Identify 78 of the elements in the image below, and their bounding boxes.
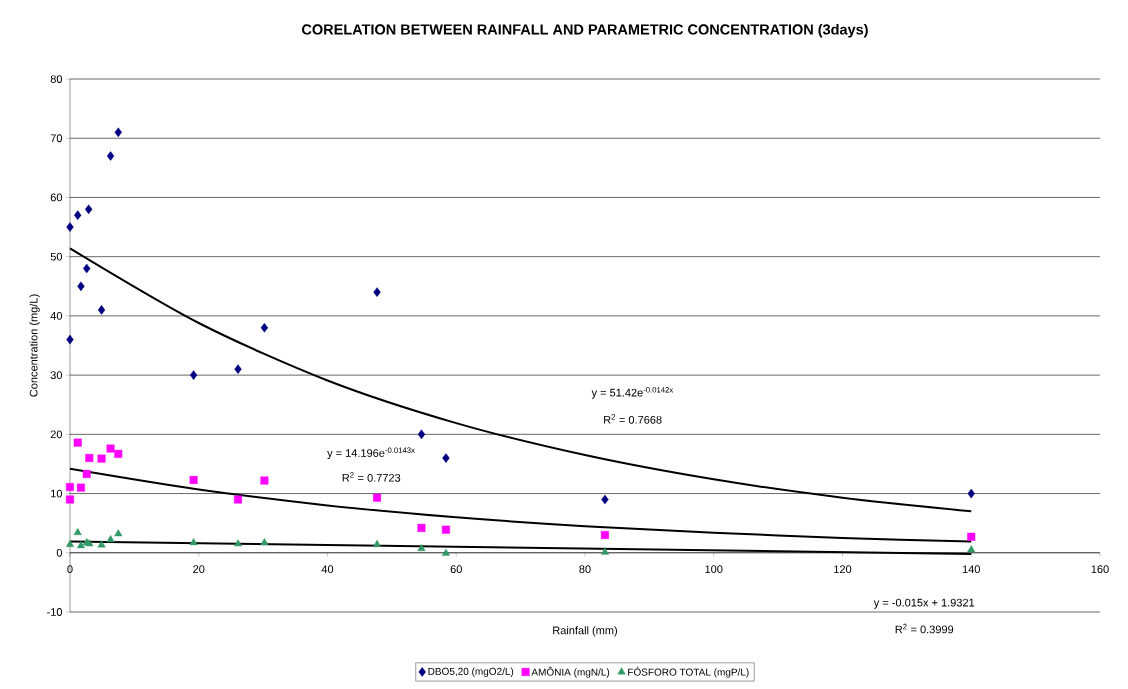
point <box>260 322 269 333</box>
legend-label: FÓSFORO TOTAL (mgP/L) <box>628 666 749 678</box>
y-axis-title: Concentration (mg/L) <box>29 294 40 397</box>
legend-label: DBO5,20 (mgO2/L) <box>428 667 514 677</box>
point <box>189 538 198 546</box>
point <box>76 483 85 492</box>
y-tick-label: 60 <box>50 193 63 202</box>
point <box>234 495 243 504</box>
y-tick-label: -10 <box>47 608 63 616</box>
x-tick-label: 60 <box>450 565 462 574</box>
point <box>74 210 82 221</box>
x-tick-label: 100 <box>705 565 723 574</box>
point <box>373 493 382 502</box>
y-tick-label: 40 <box>50 312 63 320</box>
point <box>441 548 450 556</box>
point <box>66 334 74 345</box>
point <box>106 444 115 453</box>
annotation: y = 51.42e$^{-0.0142x}$ <box>591 387 674 399</box>
point <box>967 545 976 553</box>
point <box>260 538 269 546</box>
y-tick-label: 10 <box>51 489 63 498</box>
annotation: y = 14.196e$^{-0.0143x}$ <box>327 447 415 460</box>
x-axis-title: Rainfall (mm) <box>553 626 617 637</box>
annotation: R$^{2}$ = 0.7668 <box>604 414 662 424</box>
x-tick-label: 120 <box>834 565 852 574</box>
point <box>106 151 115 161</box>
point <box>234 539 243 547</box>
y-tick-label: 50 <box>50 252 63 261</box>
point <box>114 449 123 458</box>
point <box>65 539 75 547</box>
point <box>66 495 74 504</box>
point <box>260 476 269 485</box>
annotation: y = -0.015x + 1.9321 <box>873 598 975 609</box>
point <box>189 370 198 380</box>
point <box>106 535 115 543</box>
point <box>85 454 94 463</box>
point <box>77 281 85 292</box>
annotation: R$^{2}$ = 0.7723 <box>342 472 401 482</box>
point <box>600 531 609 540</box>
y-tick-label: 70 <box>50 134 63 143</box>
x-tick-label: 20 <box>193 565 205 574</box>
x-tick-label: 40 <box>321 565 334 574</box>
point <box>967 532 976 541</box>
y-tick-label: 30 <box>50 371 63 380</box>
x-tick-label: 80 <box>579 565 591 574</box>
point <box>85 204 93 215</box>
point <box>441 525 450 534</box>
point <box>114 529 123 537</box>
y-tick-label: 80 <box>50 75 63 83</box>
point <box>417 429 426 440</box>
point <box>114 127 122 138</box>
point <box>97 454 106 463</box>
x-tick-label: 140 <box>962 565 980 574</box>
point <box>442 453 450 463</box>
point <box>66 483 74 492</box>
point <box>83 263 91 274</box>
point <box>234 364 242 374</box>
point <box>73 438 82 447</box>
y-tick-label: 0 <box>56 548 63 557</box>
x-tick-label: 160 <box>1091 565 1109 574</box>
point <box>417 523 426 532</box>
point <box>600 547 609 555</box>
text: R$^{2}$ = 0.3999 <box>895 623 954 634</box>
point <box>73 528 82 536</box>
point <box>66 222 74 232</box>
point <box>97 540 106 548</box>
point <box>373 287 381 298</box>
chart-title: CORELATION BETWEEN RAINFALL AND PARAMETRIC CONCENTRATION (3days) <box>302 23 868 38</box>
x-tick-label: 0 <box>67 565 73 574</box>
point <box>97 305 106 315</box>
point <box>967 488 975 499</box>
point <box>82 470 91 479</box>
point <box>373 539 382 547</box>
legend-label: AMÔNIA (mgN/L) <box>531 666 610 678</box>
y-tick-label: 20 <box>50 430 63 439</box>
point <box>601 494 609 505</box>
point <box>417 544 426 552</box>
point <box>189 475 198 484</box>
